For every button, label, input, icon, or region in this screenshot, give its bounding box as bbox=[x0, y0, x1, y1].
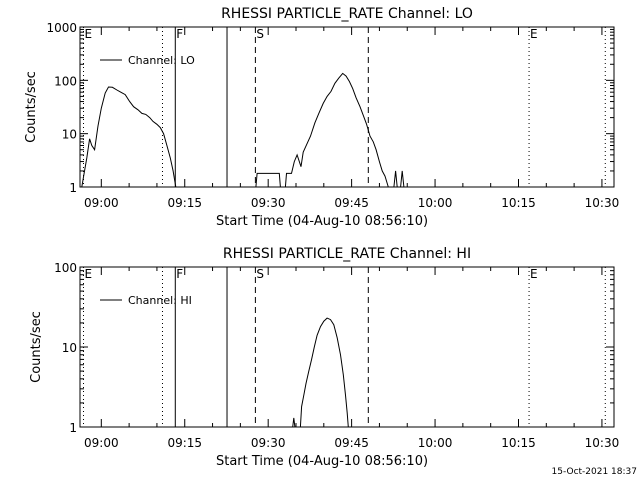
y-tick-label: 100 bbox=[54, 261, 77, 275]
chart-title: RHESSI PARTICLE_RATE Channel: HI bbox=[223, 246, 471, 262]
series-line bbox=[400, 170, 405, 188]
series-line bbox=[299, 317, 349, 428]
x-tick-label: 10:00 bbox=[418, 436, 453, 450]
footer-timestamp: 15-Oct-2021 18:37 bbox=[552, 467, 637, 477]
legend-label: Channel: HI bbox=[128, 294, 192, 307]
event-marker-label: E bbox=[530, 27, 538, 41]
event-marker-label: E bbox=[530, 267, 538, 281]
x-axis-label: Start Time (04-Aug-10 08:56:10) bbox=[216, 214, 428, 229]
y-tick-label: 1 bbox=[69, 181, 77, 195]
x-tick-label: 09:30 bbox=[251, 436, 286, 450]
series-line bbox=[284, 72, 389, 188]
chart-title: RHESSI PARTICLE_RATE Channel: LO bbox=[221, 6, 473, 22]
event-marker-label: F bbox=[176, 27, 183, 41]
x-tick-label: 10:00 bbox=[418, 196, 453, 210]
series-line bbox=[255, 172, 281, 188]
lo-channel-plot: RHESSI PARTICLE_RATE Channel: LO 09:00 09:… bbox=[24, 6, 619, 229]
y-axis-label: Counts/sec bbox=[29, 311, 44, 383]
x-tick-label: 09:45 bbox=[334, 196, 369, 210]
x-tick-label: 10:15 bbox=[501, 436, 536, 450]
event-marker-label: E bbox=[85, 27, 93, 41]
event-marker-label: F bbox=[176, 267, 183, 281]
x-tick-label: 09:30 bbox=[251, 196, 286, 210]
y-axis-label: Counts/sec bbox=[24, 71, 39, 143]
x-tick-label: 09:00 bbox=[84, 436, 119, 450]
x-tick-label: 10:15 bbox=[501, 196, 536, 210]
y-tick-label: 10 bbox=[62, 128, 77, 142]
series-line bbox=[292, 417, 296, 428]
y-tick-label: 1 bbox=[69, 421, 77, 435]
x-tick-label: 10:30 bbox=[585, 196, 620, 210]
series-line bbox=[81, 86, 177, 188]
event-marker-label: S bbox=[256, 27, 264, 41]
x-tick-label: 10:30 bbox=[585, 436, 620, 450]
x-tick-label: 09:15 bbox=[167, 196, 202, 210]
event-marker-label: E bbox=[85, 267, 93, 281]
hi-channel-plot: RHESSI PARTICLE_RATE Channel: HI 09:00 09:… bbox=[29, 246, 619, 469]
x-tick-label: 09:15 bbox=[167, 436, 202, 450]
x-tick-label: 09:45 bbox=[334, 436, 369, 450]
plot-frame bbox=[79, 26, 615, 188]
plot-frame bbox=[79, 266, 615, 428]
y-tick-label: 1000 bbox=[46, 21, 77, 35]
y-tick-label: 10 bbox=[62, 341, 77, 355]
legend-label: Channel: LO bbox=[128, 54, 195, 67]
event-marker-label: S bbox=[256, 267, 264, 281]
x-tick-label: 09:00 bbox=[84, 196, 119, 210]
x-axis-label: Start Time (04-Aug-10 08:56:10) bbox=[216, 454, 428, 469]
series-line bbox=[393, 170, 398, 188]
y-tick-label: 100 bbox=[54, 74, 77, 88]
